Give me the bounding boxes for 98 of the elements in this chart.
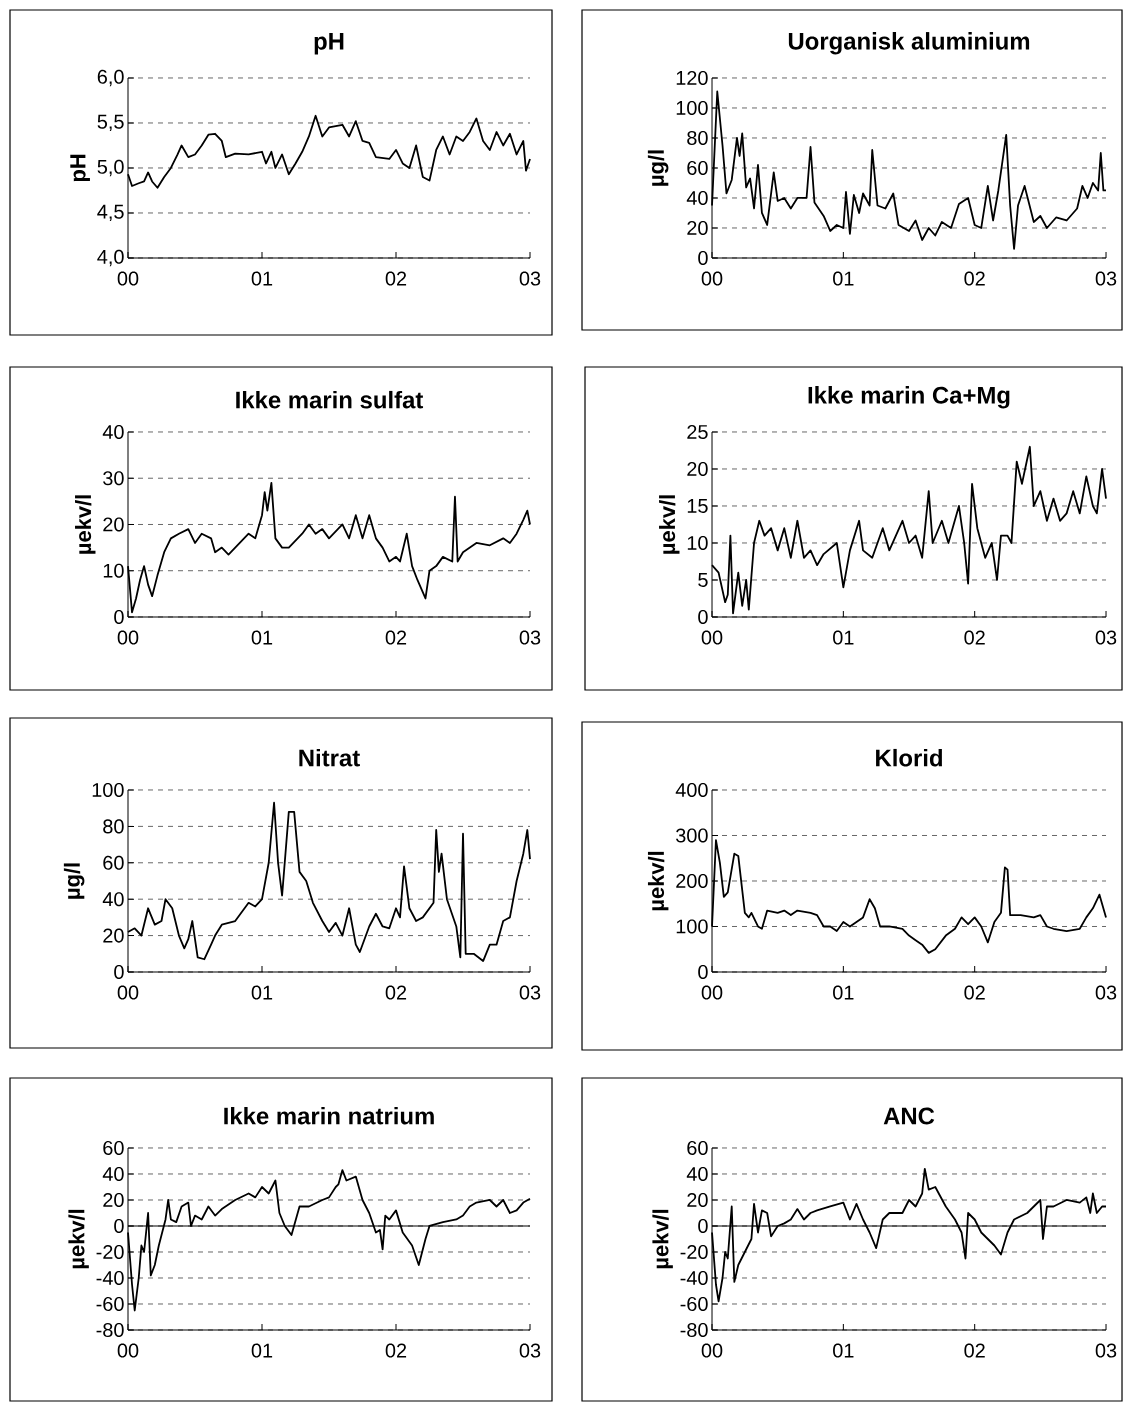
x-tick-label: 03 — [1095, 1343, 1117, 1358]
y-tick-label: 5 — [698, 573, 708, 587]
y-tick-label: 40 — [686, 190, 708, 206]
y-tick-label: 80 — [103, 819, 124, 834]
y-tick-label: 100 — [676, 100, 708, 116]
y-tick-label: 100 — [92, 782, 124, 798]
chart-title: Ikke marin Ca+Mg — [808, 386, 1010, 409]
x-tick-label: 03 — [1095, 630, 1117, 645]
y-tick-label: 5,5 — [97, 114, 124, 132]
y-tick-label: 0 — [698, 609, 708, 625]
y-tick-label: -20 — [680, 1244, 708, 1260]
chart-title: Nitrat — [299, 748, 360, 767]
y-tick-label: 20 — [687, 220, 708, 236]
y-tick-label: 20 — [103, 517, 124, 532]
x-tick-label: 00 — [701, 1343, 723, 1358]
x-tick-label: 03 — [519, 630, 541, 645]
y-axis-title: µekv/l — [652, 1209, 673, 1269]
y-tick-label: 60 — [687, 160, 708, 176]
x-tick-label: 03 — [519, 1343, 541, 1358]
y-tick-label: 20 — [103, 1192, 124, 1208]
x-tick-label: 03 — [519, 985, 541, 1000]
y-tick-label: -80 — [96, 1322, 124, 1338]
y-tick-label: 40 — [686, 1166, 708, 1182]
chart-title: Uorganisk aluminium — [788, 32, 1030, 55]
y-axis-title: µg/l — [647, 150, 669, 186]
y-tick-label: 10 — [687, 535, 708, 551]
x-tick-label: 02 — [385, 271, 407, 286]
y-tick-label: 15 — [687, 499, 708, 513]
x-tick-label: 00 — [117, 1343, 139, 1358]
x-tick-label: 00 — [701, 630, 723, 645]
y-tick-label: 5,0 — [97, 159, 124, 177]
y-tick-label: 0 — [698, 1218, 708, 1234]
y-tick-label: -20 — [96, 1244, 124, 1260]
y-tick-label: 200 — [676, 873, 708, 889]
y-tick-label: 100 — [676, 919, 708, 934]
y-tick-label: 4,5 — [97, 204, 124, 222]
x-tick-label: 02 — [964, 630, 985, 645]
x-tick-label: 01 — [833, 985, 854, 1000]
x-tick-label: 01 — [251, 985, 273, 1000]
y-tick-label: 40 — [102, 892, 124, 907]
y-tick-label: 30 — [103, 471, 124, 486]
y-tick-label: -60 — [96, 1296, 124, 1312]
x-tick-label: 02 — [964, 1343, 985, 1358]
y-axis-title: pH — [70, 154, 90, 182]
chart-title: ANC — [883, 1107, 935, 1125]
x-tick-label: 01 — [833, 271, 854, 286]
y-tick-label: 20 — [687, 1192, 708, 1208]
x-tick-label: 02 — [385, 985, 407, 1000]
chart-title: pH — [314, 33, 344, 55]
x-tick-label: 03 — [1095, 985, 1117, 1000]
x-tick-label: 03 — [1095, 271, 1117, 286]
y-tick-label: 40 — [102, 424, 124, 440]
x-tick-label: 01 — [251, 271, 273, 286]
y-tick-label: 60 — [103, 1140, 124, 1156]
y-tick-label: 300 — [676, 828, 708, 843]
y-tick-label: -40 — [96, 1270, 124, 1286]
x-tick-label: 00 — [117, 985, 139, 1000]
y-tick-label: 0 — [114, 964, 124, 980]
x-tick-label: 02 — [964, 271, 985, 286]
y-axis-title: µg/l — [63, 863, 85, 899]
x-tick-label: 01 — [251, 1343, 273, 1358]
y-tick-label: -40 — [680, 1270, 708, 1286]
y-tick-label: 60 — [687, 1140, 708, 1156]
y-tick-label: 25 — [687, 424, 708, 440]
x-tick-label: 00 — [117, 271, 139, 286]
x-tick-label: 02 — [385, 630, 407, 645]
x-tick-label: 02 — [385, 1343, 407, 1358]
y-tick-label: 120 — [676, 70, 708, 86]
y-tick-label: -80 — [680, 1322, 708, 1338]
y-axis-title: µekv/l — [75, 495, 96, 554]
x-tick-label: 01 — [251, 630, 273, 645]
y-axis-title: µekv/l — [647, 851, 669, 911]
chart-title: Klorid — [876, 748, 942, 767]
y-tick-label: 0 — [698, 964, 708, 980]
x-tick-label: 00 — [701, 985, 723, 1000]
y-tick-label: 10 — [103, 563, 124, 578]
chart-title: Ikke marin natrium — [224, 1106, 434, 1125]
y-tick-label: 40 — [102, 1166, 124, 1182]
x-tick-label: 02 — [964, 985, 985, 1000]
y-tick-label: -60 — [680, 1296, 708, 1312]
y-tick-label: 0 — [114, 1218, 124, 1234]
x-tick-label: 01 — [833, 630, 854, 645]
x-tick-label: 03 — [519, 271, 541, 286]
y-tick-label: 6,0 — [97, 69, 124, 87]
y-axis-title: µekv/l — [68, 1209, 89, 1269]
y-tick-label: 20 — [687, 461, 708, 477]
y-axis-title: µekv/l — [659, 495, 680, 554]
x-tick-label: 00 — [701, 271, 723, 286]
y-tick-label: 400 — [675, 782, 708, 798]
chart-title: Ikke marin sulfat — [236, 390, 424, 409]
x-tick-label: 00 — [117, 630, 139, 645]
y-tick-label: 4,0 — [97, 249, 124, 267]
y-tick-label: 80 — [687, 130, 708, 146]
y-tick-label: 20 — [103, 928, 124, 943]
y-tick-label: 0 — [698, 250, 708, 266]
x-tick-label: 01 — [833, 1343, 854, 1358]
y-tick-label: 0 — [114, 609, 124, 625]
y-tick-label: 60 — [103, 855, 124, 870]
